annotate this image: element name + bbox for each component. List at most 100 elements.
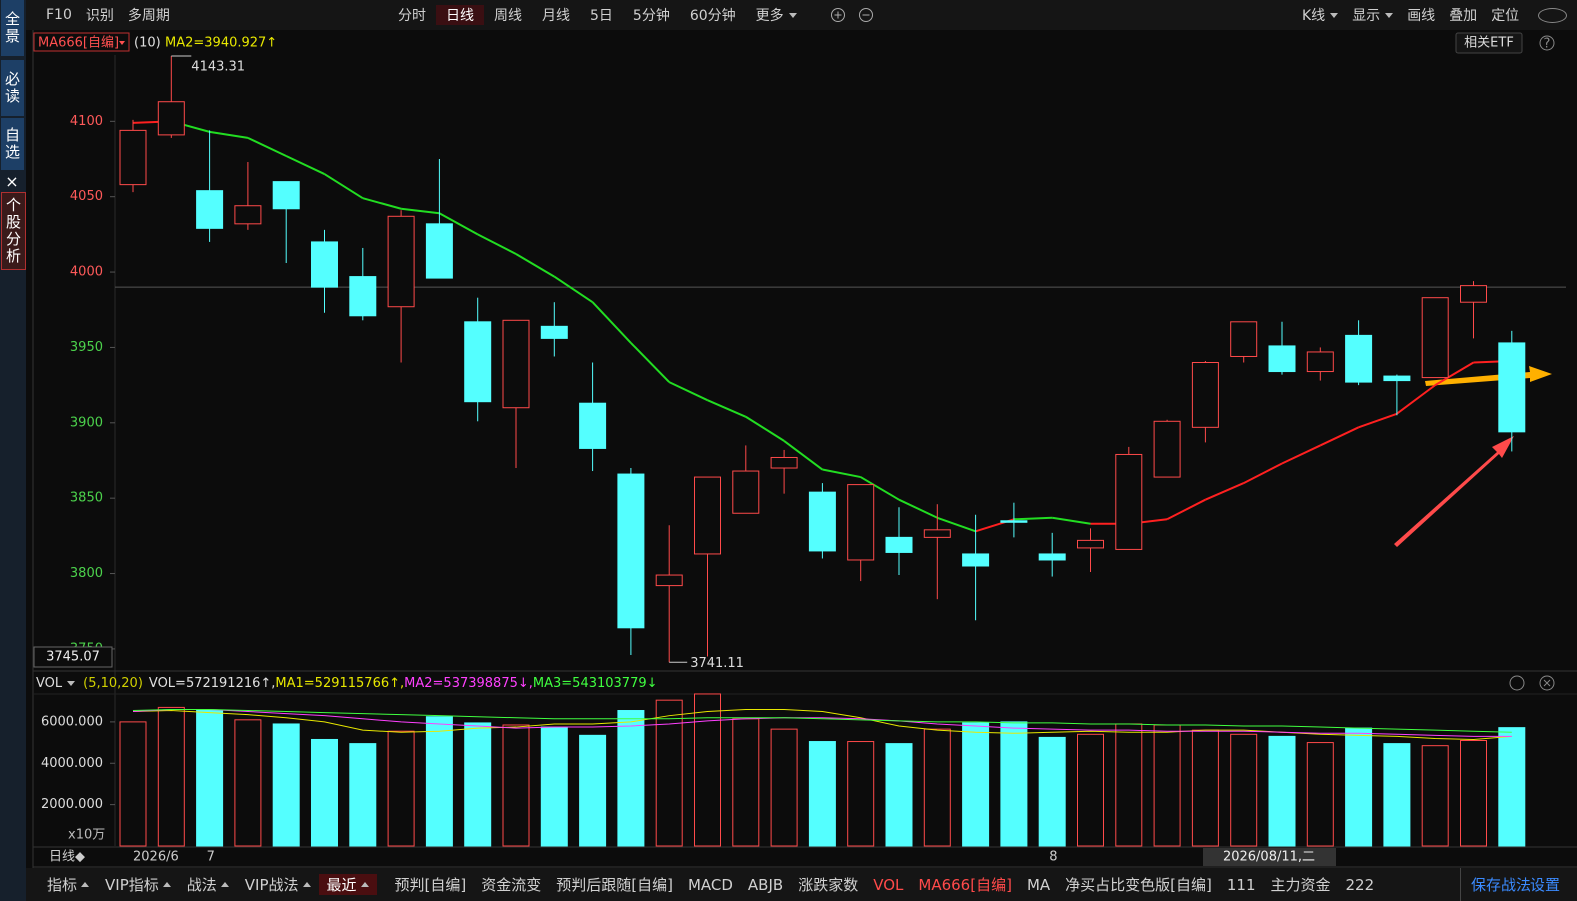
y-tick-label: 3800 (70, 566, 103, 581)
volume-name[interactable]: VOL (34, 673, 77, 693)
candle-body (540, 325, 568, 339)
indicator-tab[interactable]: 涨跌家数 (798, 876, 859, 894)
save-button[interactable]: 保存战法 (1460, 868, 1531, 901)
help-icon[interactable] (1538, 8, 1567, 23)
period-tab[interactable]: 5分钟 (632, 8, 670, 24)
volume-bar (1000, 721, 1028, 847)
candle-body (617, 473, 645, 629)
sidebar-item[interactable]: 自选 (1, 118, 24, 170)
period-tab[interactable]: 5日 (590, 8, 613, 24)
tab-group: 指标 VIP指标 战法 VIP战法 最近 (32, 868, 384, 901)
toolbar-item[interactable]: 识别 (85, 8, 114, 24)
volume-ma-line (132, 708, 1512, 737)
indicator-tab[interactable]: ABJB (747, 875, 784, 894)
indicator-name[interactable]: MA666[自编] (38, 36, 119, 51)
indicator-tab[interactable]: MA666[自编] (918, 876, 1012, 894)
indicator-tab[interactable]: 资金流变 (481, 876, 542, 894)
volume-bar (1153, 724, 1181, 847)
indicator-tab[interactable]: MA (1026, 875, 1051, 894)
volume-bar (962, 722, 990, 847)
candle-body (655, 574, 683, 587)
toolbar-item[interactable]: 定位 (1491, 8, 1520, 24)
volume-bar (847, 741, 875, 847)
period-tab[interactable]: 周线 (494, 8, 522, 24)
zoom-in[interactable] (831, 8, 845, 22)
candle-body (1306, 351, 1334, 373)
volume-bar (579, 734, 607, 847)
toolbar-item[interactable]: F10 (46, 7, 72, 23)
volume-bar (1345, 727, 1373, 847)
zoom-icons[interactable] (828, 0, 878, 30)
toolbar-item[interactable]: K线 (1295, 5, 1345, 25)
volume-header: VOL (5,10,20) VOL=572191216↑, MA1=529115766… (34, 673, 658, 693)
candle-body (1460, 285, 1487, 303)
volume-bar (540, 726, 568, 847)
toolbar-group: F10 识别 多周期 (32, 0, 184, 30)
zoom-out[interactable] (859, 8, 873, 22)
volume-bar (387, 730, 415, 847)
etf-button-label[interactable]: 相关ETF (1464, 36, 1514, 51)
ma-line-segment (209, 130, 249, 139)
bottom-tab[interactable]: 战法 (179, 874, 237, 895)
bottom-tab[interactable]: 最近 (318, 874, 377, 895)
volume-params: (5,10,20) (83, 675, 143, 691)
ma-line-segment (515, 253, 555, 278)
sidebar-item[interactable]: 必读 (1, 60, 24, 116)
volume-bar (1383, 743, 1411, 847)
indicator-tab[interactable]: 111 (1226, 875, 1256, 894)
cursor-price-box (33, 646, 113, 668)
volume-bar (196, 710, 224, 847)
candle-body (1230, 321, 1258, 357)
help-icon[interactable] (1539, 35, 1555, 51)
volume-bar (1077, 733, 1104, 847)
top-toolbar: F10 识别 多周期 分时 日线 周线 月线 5日 5分钟 60分钟 更多 K线 显示 画线 叠加 定位 (26, 0, 1577, 30)
settings-button[interactable]: 设置 (1530, 876, 1561, 894)
etf-button[interactable] (1455, 32, 1523, 54)
help-icon-glyph: ? (1544, 37, 1551, 52)
sidebar-close-tab[interactable]: 个股分析 (1, 192, 26, 270)
toolbar-item[interactable]: 显示 (1345, 5, 1400, 25)
bottom-tab[interactable]: 指标 (39, 874, 97, 895)
toolbar-item[interactable]: 叠加 (1449, 8, 1478, 24)
candle-body (732, 470, 760, 514)
ma-line-segment (1396, 384, 1436, 415)
bottom-tab[interactable]: VIP指标 (97, 874, 179, 895)
volume-bar (1115, 723, 1143, 847)
indicator-tab[interactable]: 预判后跟随[自编] (556, 876, 673, 894)
y-tick-label: 3850 (70, 491, 103, 506)
indicator-tab[interactable]: VOL (873, 875, 904, 894)
indicator-tab[interactable]: 主力资金 (1270, 876, 1331, 894)
candle-body (962, 553, 990, 567)
volume-stat: MA1=529115766↑, (275, 675, 405, 691)
volume-bar (808, 741, 836, 847)
help-icon[interactable] (1509, 675, 1525, 691)
toolbar-item[interactable]: 多周期 (127, 8, 170, 24)
indicator-box[interactable] (33, 32, 130, 52)
toolbar-item[interactable]: 画线 (1407, 8, 1436, 24)
candle-body (1383, 375, 1411, 382)
y-tick-label: 2000.000 (41, 797, 103, 812)
close-icon[interactable] (1539, 675, 1555, 691)
ma-line-segment (247, 137, 287, 157)
ma-line-segment (783, 440, 823, 471)
indicator-group: 预判[自编] 资金流变 预判后跟随[自编] MACD ABJB 涨跌家数 VOL MA666[… (380, 868, 1389, 901)
y-tick-label: 3950 (70, 340, 103, 355)
dropdown-icon (119, 41, 125, 45)
period-tab[interactable]: 分时 (398, 8, 426, 24)
indicator-tab[interactable]: 净买占比变色版[自编] (1065, 876, 1212, 894)
period-tab[interactable]: 月线 (542, 8, 570, 24)
ma-line-segment (707, 399, 747, 418)
ma-line-segment (745, 415, 785, 442)
ma-line-segment (1052, 516, 1091, 525)
period-tab[interactable]: 日线 (436, 5, 484, 25)
bottom-tab[interactable]: VIP战法 (237, 874, 319, 895)
period-tab[interactable]: 60分钟 (689, 8, 736, 24)
indicator-tab[interactable]: 222 (1345, 875, 1375, 894)
close-icon[interactable]: × (5, 172, 19, 191)
indicator-tab[interactable]: 预判[自编] (394, 876, 467, 894)
period-tab[interactable]: 更多 (746, 5, 807, 25)
indicator-tab[interactable]: MACD (687, 875, 733, 894)
volume-stat: MA2=537398875↓, (404, 675, 533, 691)
sidebar-item[interactable]: 全景 (1, 0, 24, 56)
min-label: 3741.11 (690, 656, 744, 671)
